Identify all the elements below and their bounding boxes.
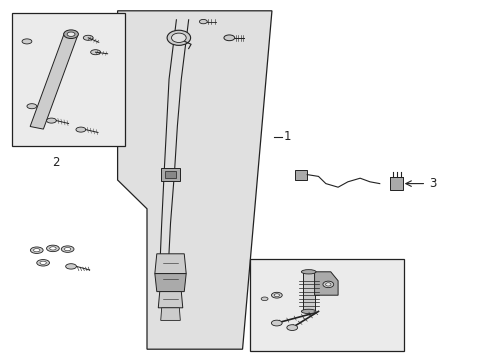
Ellipse shape (271, 320, 282, 326)
Ellipse shape (323, 281, 334, 288)
Bar (295, 170, 307, 180)
Bar (390, 177, 403, 190)
Bar (250, 259, 404, 351)
Ellipse shape (274, 294, 280, 297)
Ellipse shape (224, 35, 235, 41)
Bar (303, 272, 315, 311)
Ellipse shape (167, 30, 191, 45)
Ellipse shape (37, 260, 49, 266)
Polygon shape (155, 254, 186, 274)
Ellipse shape (61, 246, 74, 252)
Ellipse shape (33, 248, 40, 252)
Ellipse shape (47, 245, 59, 252)
Ellipse shape (66, 264, 76, 269)
Polygon shape (315, 272, 338, 295)
Ellipse shape (50, 247, 56, 250)
Ellipse shape (325, 283, 331, 286)
Ellipse shape (287, 325, 297, 330)
Ellipse shape (64, 30, 78, 39)
Ellipse shape (67, 32, 75, 36)
Polygon shape (161, 308, 180, 320)
Ellipse shape (47, 118, 56, 123)
Ellipse shape (76, 127, 86, 132)
Ellipse shape (27, 104, 37, 109)
Text: 4: 4 (391, 291, 398, 303)
Ellipse shape (91, 50, 100, 55)
Ellipse shape (199, 19, 207, 24)
Polygon shape (155, 274, 186, 292)
Ellipse shape (22, 39, 32, 44)
Ellipse shape (301, 309, 316, 314)
Text: 1: 1 (283, 130, 291, 143)
Ellipse shape (83, 35, 93, 40)
Ellipse shape (64, 248, 71, 251)
Ellipse shape (172, 33, 186, 42)
Text: 2: 2 (52, 156, 60, 168)
Ellipse shape (261, 297, 268, 301)
Polygon shape (158, 292, 183, 308)
Bar (161, 168, 180, 181)
Bar (30, 33, 78, 129)
Bar (165, 171, 176, 178)
Text: 3: 3 (429, 177, 436, 190)
Ellipse shape (301, 270, 316, 274)
Ellipse shape (30, 247, 43, 253)
Ellipse shape (40, 261, 46, 264)
Polygon shape (118, 11, 272, 349)
Ellipse shape (271, 292, 282, 298)
Bar (12, 13, 125, 146)
